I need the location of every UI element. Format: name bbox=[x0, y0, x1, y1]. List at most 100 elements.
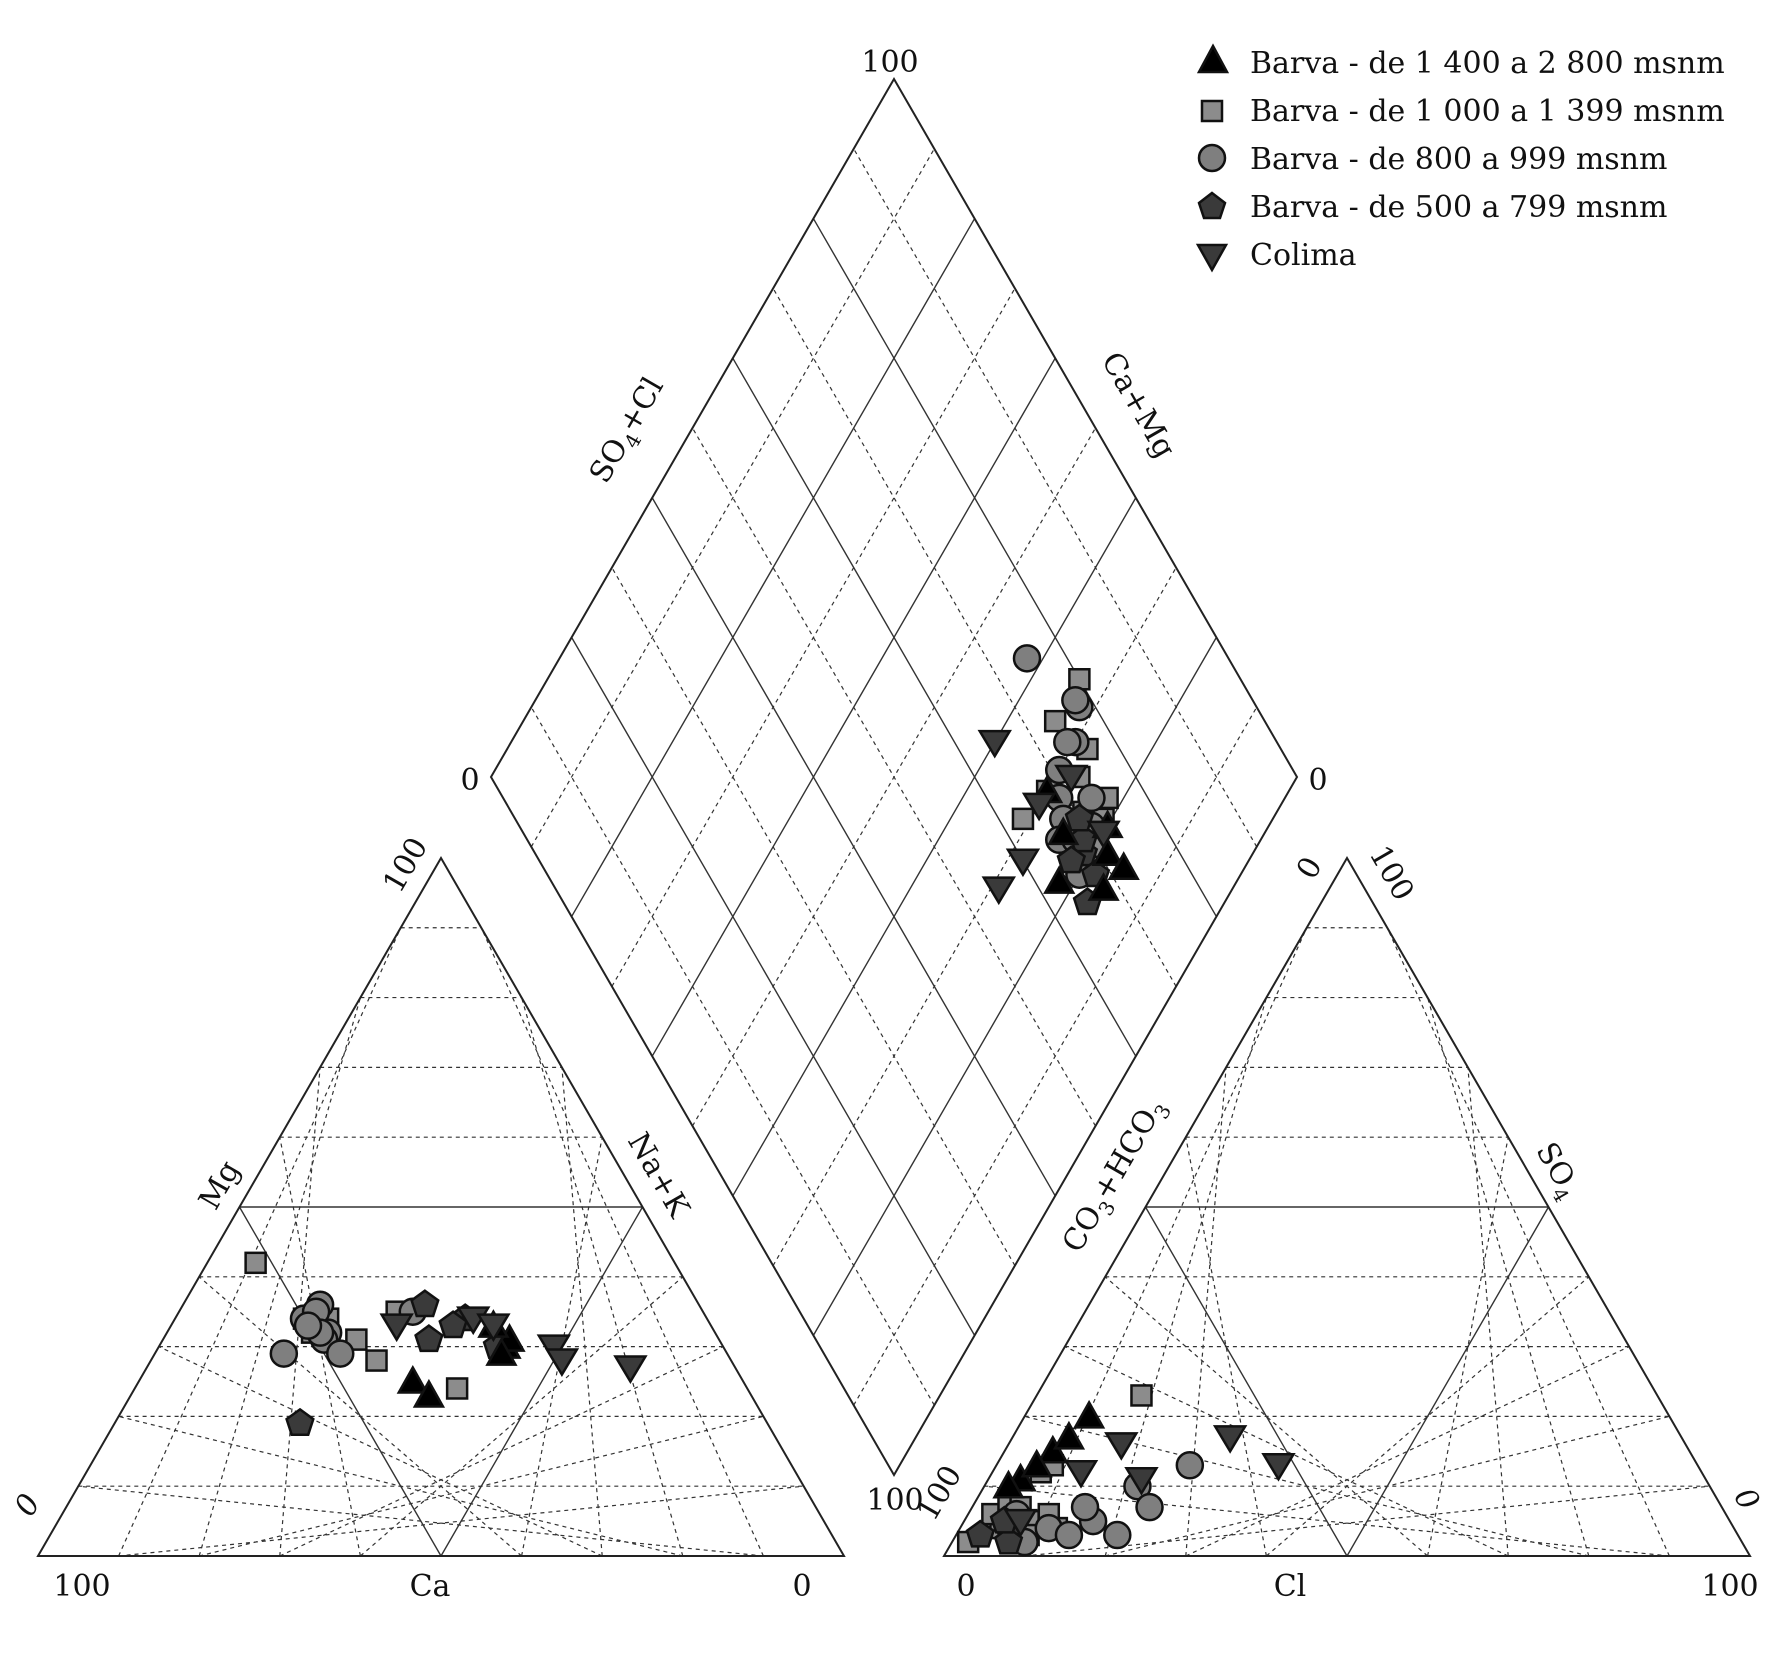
cation-point-triangle-up bbox=[412, 1378, 446, 1408]
anion-point-triangle-up bbox=[1036, 1434, 1069, 1464]
diamond-point-square bbox=[1011, 807, 1035, 831]
diamond-grid-line bbox=[732, 357, 1137, 1057]
svg-text:CO3+HCO3: CO3+HCO3 bbox=[1056, 1092, 1177, 1261]
anion-tick-100-right: 100 bbox=[1701, 1569, 1758, 1604]
anion-tick-0-left: 0 bbox=[956, 1569, 975, 1604]
plot-frames bbox=[36, 77, 1752, 1557]
anion-grid-line bbox=[1467, 1067, 1509, 1557]
cation-grid-line bbox=[78, 1485, 764, 1557]
cation-point-pentagon bbox=[285, 1407, 315, 1436]
diamond-tick-0-left: 0 bbox=[460, 763, 479, 798]
cation-point-square bbox=[345, 1328, 368, 1351]
cation-grid-line bbox=[521, 1137, 603, 1557]
cation-grid-line bbox=[521, 997, 684, 1557]
diamond-point-square bbox=[1068, 668, 1091, 691]
diamond-point-pentagon bbox=[1064, 803, 1095, 832]
legend: Barva - de 1 400 a 2 800 msnm Barva - de… bbox=[1195, 43, 1725, 273]
legend-label-1: Barva - de 1 400 a 2 800 msnm bbox=[1250, 46, 1725, 81]
anion-grid-line bbox=[1427, 997, 1590, 1557]
diamond-point-triangle-down bbox=[1086, 820, 1121, 850]
diamond-point-triangle-up bbox=[1091, 837, 1124, 867]
cation-point-triangle-down bbox=[476, 1313, 511, 1343]
anion-grid-line bbox=[1024, 1415, 1589, 1557]
legend-marker-square bbox=[1200, 99, 1224, 123]
diamond-point-circle bbox=[1012, 644, 1042, 673]
anion-tick-100-top: 100 bbox=[1362, 840, 1421, 907]
anion-triangle-frame bbox=[942, 856, 1752, 1557]
legend-label-4: Barva - de 500 a 799 msnm bbox=[1250, 190, 1667, 225]
cation-tick-0-right: 0 bbox=[792, 1569, 811, 1604]
anion-grid-line bbox=[1104, 1276, 1428, 1557]
anion-axis-label-co3hco3: CO3+HCO3 bbox=[1056, 1092, 1177, 1261]
diamond-point-triangle-down bbox=[1005, 848, 1041, 878]
cation-grid-line bbox=[279, 1067, 321, 1557]
cation-point-square bbox=[445, 1377, 469, 1400]
diamond-point-pentagon bbox=[1056, 845, 1087, 874]
anion-point-triangle-up bbox=[1052, 1420, 1086, 1450]
anion-point-circle bbox=[1135, 1492, 1164, 1522]
diamond-frame bbox=[489, 77, 1299, 1477]
cation-axis-label-nak: Na+K bbox=[620, 1127, 696, 1224]
cation-grid-line bbox=[440, 1206, 644, 1557]
cation-triangle-frame bbox=[36, 856, 846, 1557]
diamond-point-triangle-up bbox=[1087, 872, 1120, 901]
svg-text:SO4+Cl: SO4+Cl bbox=[583, 371, 675, 491]
legend-marker-pentagon bbox=[1197, 191, 1227, 220]
diamond-point-circle bbox=[1077, 783, 1106, 813]
anion-point-triangle-down bbox=[1261, 1453, 1296, 1482]
anion-tick-0-top: 0 bbox=[1290, 851, 1330, 885]
anion-grid-line bbox=[1346, 1206, 1550, 1557]
anion-point-triangle-down bbox=[1212, 1425, 1248, 1454]
anion-grid-line bbox=[1266, 1276, 1590, 1557]
cation-point-triangle-down bbox=[544, 1348, 580, 1377]
anion-point-circle bbox=[1103, 1520, 1132, 1550]
diamond-tick-100-top: 100 bbox=[861, 45, 918, 80]
legend-marker-triangle-up bbox=[1196, 43, 1230, 74]
cation-grid-line bbox=[118, 1415, 683, 1557]
cation-tick-100-top: 100 bbox=[376, 832, 435, 899]
diamond-grid-line bbox=[570, 218, 976, 917]
svg-text:SO4: SO4 bbox=[1524, 1136, 1588, 1206]
legend-label-2: Barva - de 1 000 a 1 399 msnm bbox=[1250, 94, 1725, 129]
anion-point-triangle-up bbox=[1020, 1448, 1053, 1478]
anion-point-square bbox=[1130, 1384, 1153, 1407]
cation-point-triangle-down bbox=[379, 1313, 414, 1343]
cation-point-triangle-down bbox=[536, 1334, 572, 1364]
data-points bbox=[244, 644, 1296, 1557]
anion-point-circle bbox=[1175, 1451, 1205, 1480]
anion-grid-line bbox=[1144, 1206, 1348, 1557]
anion-point-triangle-up bbox=[992, 1469, 1025, 1499]
cation-point-triangle-up bbox=[396, 1364, 429, 1394]
diamond-point-triangle-up bbox=[1043, 865, 1076, 894]
cation-point-pentagon bbox=[414, 1324, 444, 1353]
diamond-point-triangle-up bbox=[1107, 851, 1140, 880]
cation-grid-line bbox=[198, 1276, 522, 1557]
anion-axis-label-cl: Cl bbox=[1274, 1569, 1307, 1604]
diamond-point-triangle-down bbox=[977, 729, 1012, 759]
diamond-point-circle bbox=[1053, 727, 1082, 757]
cation-point-square bbox=[244, 1251, 267, 1275]
diamond-grid-line bbox=[611, 288, 1016, 987]
anion-point-triangle-down bbox=[1003, 1508, 1038, 1538]
diamond-grid-line bbox=[651, 357, 1056, 1057]
cation-grid-line bbox=[238, 1206, 442, 1557]
anion-point-triangle-down bbox=[1104, 1432, 1139, 1461]
anion-axis-label-so4: SO4 bbox=[1524, 1136, 1588, 1206]
cation-point-circle bbox=[269, 1339, 299, 1368]
diamond-tick-100-bottom: 100 bbox=[866, 1483, 923, 1518]
anion-grid-line bbox=[1427, 1137, 1509, 1557]
anion-point-triangle-down bbox=[1124, 1466, 1159, 1496]
anion-point-triangle-up bbox=[1072, 1399, 1106, 1429]
diamond-point-triangle-up bbox=[1047, 816, 1080, 846]
diamond-grid-line bbox=[691, 427, 1097, 1127]
anion-point-triangle-down bbox=[1063, 1459, 1099, 1489]
diamond-axis-label-so4cl: SO4+Cl bbox=[583, 371, 675, 491]
diamond-grid-line bbox=[812, 218, 1218, 917]
legend-marker-triangle-down bbox=[1195, 243, 1229, 273]
cation-grid-line bbox=[561, 1067, 603, 1557]
anion-grid-line bbox=[984, 1485, 1670, 1557]
cation-point-pentagon bbox=[410, 1289, 440, 1318]
diamond-grid-line bbox=[853, 148, 1258, 848]
anion-grid-line bbox=[1386, 927, 1670, 1557]
diamond-point-triangle-down bbox=[981, 876, 1016, 906]
